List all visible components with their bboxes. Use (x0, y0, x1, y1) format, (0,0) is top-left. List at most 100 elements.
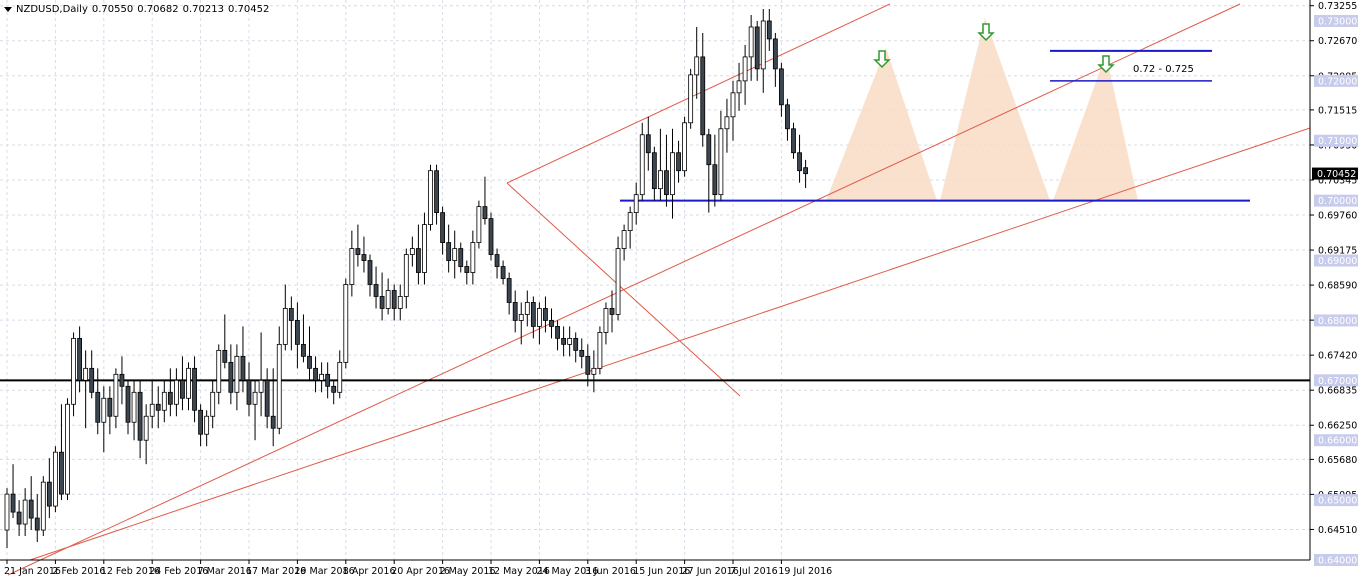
candle (561, 326, 566, 357)
candle (760, 8, 766, 93)
candle-body-up (627, 212, 633, 231)
candle (276, 326, 282, 435)
candle-body-up (688, 74, 694, 124)
x-tick-label: 8 Apr 2016 (343, 566, 396, 577)
candle (252, 380, 258, 441)
candle-body-down (712, 164, 718, 196)
channel-lower-line (29, 127, 1311, 561)
candle (458, 242, 464, 273)
candle-body-down (440, 212, 446, 243)
candle (234, 344, 240, 411)
candle-body-up (403, 254, 409, 297)
candle (772, 32, 778, 87)
x-tick-label: 29 Mar 2016 (294, 566, 354, 577)
candle (730, 80, 736, 141)
candle (46, 458, 52, 519)
candle-body-up (476, 206, 482, 243)
round-level-tag (1314, 554, 1358, 566)
dropdown-triangle-icon[interactable] (4, 7, 12, 12)
candle (785, 98, 790, 141)
candle (385, 278, 391, 315)
candle (22, 488, 28, 537)
candle (512, 290, 518, 333)
candle-body-up (173, 379, 179, 405)
candle-body-up (186, 367, 191, 399)
candle (192, 356, 197, 423)
candle-body-down (772, 38, 778, 70)
x-tick-label: 24 Feb 2016 (149, 566, 208, 577)
candle-body-down (482, 206, 488, 220)
candle-body-down (361, 254, 367, 261)
candle (137, 380, 143, 459)
round-level-label: 0.73000 (1318, 16, 1357, 27)
candle-body-up (633, 194, 639, 214)
candle-body-down (585, 355, 591, 375)
price-axis-bg (1310, 0, 1358, 581)
candle-body-down (28, 499, 34, 519)
candle (143, 404, 149, 465)
candle-body-down (434, 170, 439, 214)
candle-body-down (301, 343, 306, 357)
candle (742, 44, 748, 105)
candle-body-down (555, 326, 560, 339)
channel-upper-line (506, 3, 891, 184)
left-shoulder-shape (826, 47, 937, 201)
candle-body-down (222, 349, 228, 363)
candle-body-down (464, 266, 470, 273)
round-level-tag (1314, 194, 1358, 207)
candle (573, 332, 579, 363)
candle (706, 128, 712, 213)
round-level-tag (1314, 134, 1358, 147)
candle-body-up (22, 499, 28, 525)
candle (180, 356, 185, 411)
candle-body-up (470, 242, 476, 273)
candle-body-down (664, 170, 669, 196)
y-tick-label: 0.66250 (1318, 421, 1357, 432)
candle (210, 380, 216, 429)
candle (597, 326, 603, 375)
horizontal-levels[interactable]: 0.67000 0.72 - 0.725 (0, 49, 1358, 387)
candle (367, 254, 373, 297)
candle (670, 128, 675, 219)
candle (131, 380, 137, 441)
candle-body-up (603, 308, 609, 333)
round-level-tag (1314, 254, 1358, 267)
round-level-tag (1314, 74, 1358, 87)
candle (518, 302, 524, 345)
candle-body-up (204, 415, 210, 435)
candle-body-up (143, 415, 149, 441)
candle (65, 398, 70, 501)
candle-body-down (609, 308, 615, 315)
candle (779, 62, 784, 117)
x-tick-label: 12 May 2016 (488, 566, 550, 577)
candle (95, 368, 101, 435)
candle-body-up (567, 337, 573, 345)
candle (361, 236, 367, 273)
candle (28, 476, 34, 531)
candle (736, 62, 742, 111)
candle-body-down (294, 320, 300, 345)
candle (537, 302, 542, 345)
candle-body-down (512, 302, 518, 321)
candle (222, 314, 228, 369)
candle (452, 230, 458, 279)
candle (198, 404, 204, 447)
round-level-label: 0.71000 (1318, 136, 1357, 147)
candle (391, 284, 397, 321)
candle-body-down (500, 266, 506, 279)
candle-body-up (53, 451, 58, 507)
left-shoulder-arrow-icon (873, 50, 891, 69)
candle-body-up (670, 152, 675, 196)
high-value: 0.70682 (137, 4, 179, 15)
candle (337, 350, 343, 399)
candle-body-down (785, 104, 790, 130)
candle (464, 260, 470, 285)
candle-body-down (95, 391, 101, 423)
low-value: 0.70213 (182, 4, 224, 15)
trend-channel[interactable] (7, 3, 1311, 576)
candle (482, 176, 488, 225)
candle-body-down (579, 349, 585, 357)
candle (149, 380, 155, 429)
